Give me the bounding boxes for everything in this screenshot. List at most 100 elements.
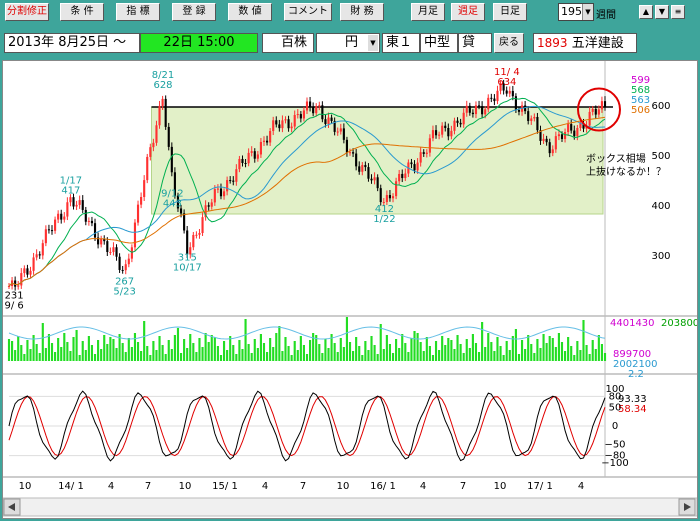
candle [382,202,385,204]
register-button[interactable]: 登 録 [172,3,216,21]
candle [490,97,493,99]
volume-legend-value: 2038000 [661,318,697,329]
values-button[interactable]: 数 値 [228,3,272,21]
price-label: 628 [153,80,172,91]
volume-bar [477,352,481,361]
price-tick-label: 500 [651,151,670,162]
indicator-button[interactable]: 指 標 [116,3,160,21]
volume-bar [183,339,186,361]
candle [57,213,60,220]
candle [127,258,130,265]
chevron-down-icon[interactable]: ▼ [368,35,378,51]
candle [256,154,259,159]
monthly-button[interactable]: 月足 [411,3,445,21]
candle [502,83,505,91]
volume-bar [527,335,530,361]
back-button[interactable]: 戻る [494,33,524,53]
candle [167,126,170,147]
volume-bar [100,349,103,361]
daily-button[interactable]: 日足 [493,3,527,21]
volume-bar [299,336,302,361]
volume-bar [524,349,527,361]
price-label: 10/17 [173,263,202,274]
candle [416,162,419,171]
candle [398,173,401,182]
volume-bar [232,345,235,361]
volume-bar [60,347,63,361]
company-name: 五洋建設 [571,36,624,51]
chevron-down-icon[interactable]: ▼ [582,4,593,20]
candle [573,130,576,137]
candle [388,195,392,199]
osc-tick-label: 100 [605,384,624,395]
candle [542,138,545,141]
price-tick-label: 600 [651,101,670,112]
chart-area[interactable]: 8/21 628 11/ 4 634 1/17 417 9/12 443 412 1/22 315 1… [2,60,698,519]
date-from: 2013年 8月25日 ～ [4,33,140,53]
candle [66,202,69,217]
volume-bar [63,333,66,361]
osc-tick-label: 80 [609,391,622,402]
candle [570,124,573,131]
volume-bar [395,339,398,361]
scroll-up-button[interactable]: ▲ [639,5,653,19]
scroll-down-button[interactable]: ▼ [655,5,669,19]
condition-button[interactable]: 条 件 [60,3,104,21]
candle [462,112,465,125]
candle [459,122,462,125]
price-label: 412 [375,204,394,215]
volume-bar [422,351,425,361]
volume-bar [563,351,567,361]
period-select[interactable]: 195 ▼ [558,3,594,21]
candle [514,96,517,111]
volume-bar [26,340,29,361]
candle [259,141,262,155]
candle [216,188,219,190]
volume-bar [345,317,349,361]
volume-bar [554,347,557,361]
chevron-left-icon [8,503,15,511]
volume-legend-value: 2002100 [613,359,658,370]
candle [391,196,395,199]
price-legend-value: 506 [631,105,650,116]
volume-bar [47,334,51,361]
weekly-button[interactable]: 週足 [451,3,485,21]
price-label: 11/ 4 [494,67,520,78]
unit-label: 百株 [262,33,314,53]
volume-bar [78,355,81,361]
currency-select[interactable]: 円 ▼ [316,33,380,53]
candle [576,127,579,137]
candle [597,109,600,115]
candle [324,119,327,124]
volume-bar [570,346,573,361]
candle [358,166,361,172]
price-label: 9/12 [161,189,183,200]
candle [484,109,487,115]
volume-bar [296,350,299,361]
date-to[interactable]: 22日 15:00 [140,33,258,53]
volume-bar [514,329,517,361]
volume-bar [585,345,588,361]
volume-bar [579,350,582,361]
volume-bar [315,335,318,361]
volume-bar [493,351,496,361]
financials-button[interactable]: 財 務 [340,3,384,21]
split-adjust-button[interactable]: 分割修正 [5,3,49,21]
candle [192,234,195,248]
volume-bar [192,343,195,361]
volume-bar [508,350,511,361]
volume-bar [481,322,484,361]
menu-button[interactable]: ≡ [671,5,685,19]
volume-bar [41,323,44,361]
volume-bar [382,349,385,361]
candle [186,230,189,255]
comment-button[interactable]: コメント [284,3,332,21]
candle [284,119,287,121]
candle [155,125,158,143]
time-tick-label: 7 [145,481,151,492]
annotation-text: ボックス相場 [586,152,646,165]
candle [563,132,567,139]
time-tick-label: 15/ 1 [212,481,238,492]
volume-bar [7,339,11,361]
